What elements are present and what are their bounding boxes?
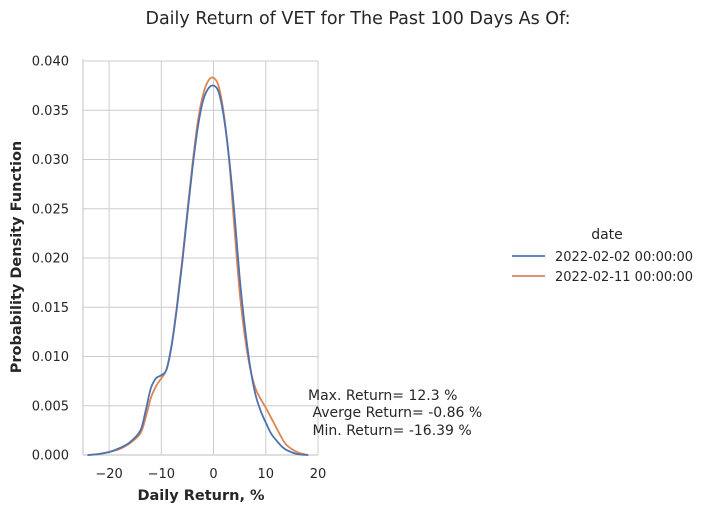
y-axis-title: Probability Density Function [9, 141, 25, 373]
axes-frame [82, 59, 318, 456]
y-tick-label: 0.020 [32, 252, 69, 267]
annotation-min-return: Min. Return= -16.39 % [308, 423, 472, 439]
y-tick-label: 0.040 [32, 55, 69, 70]
y-tick-labels: 0.000 0.005 0.010 0.015 0.020 0.025 0.030 0.035… [32, 55, 69, 464]
return-stats-annotation: Max. Return= 12.3 % Averge Return= -0.86… [308, 388, 482, 439]
x-tick-label: 0 [209, 467, 217, 482]
x-axis-title: Daily Return, % [137, 488, 265, 504]
x-tick-label: −20 [95, 467, 122, 482]
legend-label-series-2: 2022-02-11 00:00:00 [555, 270, 693, 285]
y-tick-label: 0.030 [32, 153, 69, 168]
x-tick-label: −10 [148, 467, 175, 482]
y-tick-label: 0.025 [32, 202, 69, 217]
series-line-1 [87, 84, 309, 456]
chart-title: Daily Return of VET for The Past 100 Day… [145, 9, 570, 29]
series-line-2 [87, 76, 309, 456]
series-lines [87, 76, 309, 456]
legend: date 2022-02-02 00:00:00 2022-02-11 00:0… [512, 227, 693, 285]
y-tick-label: 0.005 [32, 399, 69, 414]
legend-title: date [591, 227, 623, 243]
x-tick-label: 20 [310, 467, 327, 482]
annotation-average-return: Averge Return= -0.86 % [308, 405, 482, 421]
y-tick-label: 0.010 [32, 350, 69, 365]
y-tick-label: 0.035 [32, 104, 69, 119]
grid [83, 60, 319, 456]
y-tick-label: 0.015 [32, 301, 69, 316]
y-tick-label: 0.000 [32, 449, 69, 464]
x-tick-labels: −20 −10 0 10 20 [95, 467, 326, 482]
annotation-max-return: Max. Return= 12.3 % [308, 388, 457, 404]
x-tick-label: 10 [258, 467, 275, 482]
legend-label-series-1: 2022-02-02 00:00:00 [555, 250, 693, 265]
